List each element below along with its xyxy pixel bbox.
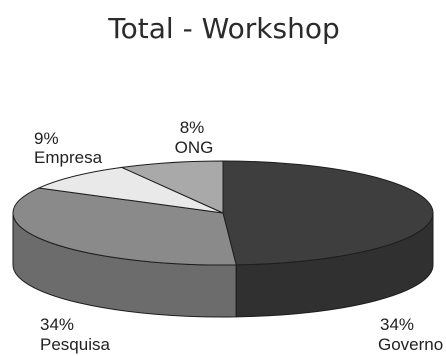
slice-percent-pesquisa: 34% bbox=[40, 315, 74, 334]
slice-name-pesquisa: Pesquisa bbox=[40, 335, 110, 354]
slice-name-governo: Governo bbox=[378, 335, 443, 354]
slice-name-empresa: Empresa bbox=[34, 148, 103, 167]
slice-label-ong: 8% ONG bbox=[175, 118, 214, 157]
slice-label-pesquisa: 34% Pesquisa bbox=[40, 315, 110, 354]
pie-top bbox=[12, 160, 434, 266]
slice-percent-ong: 8% bbox=[180, 118, 205, 137]
slice-percent-empresa: 9% bbox=[34, 129, 59, 148]
slice-label-empresa: 9% Empresa bbox=[34, 129, 103, 167]
slice-percent-governo: 34% bbox=[380, 315, 414, 334]
slice-empresa bbox=[37, 166, 224, 214]
slice-label-governo: 34% Governo bbox=[378, 315, 443, 354]
chart-title: Total - Workshop bbox=[107, 12, 339, 45]
slice-ong bbox=[120, 160, 224, 214]
slice-governo bbox=[222, 160, 434, 266]
slice-name-ong: ONG bbox=[175, 138, 214, 157]
